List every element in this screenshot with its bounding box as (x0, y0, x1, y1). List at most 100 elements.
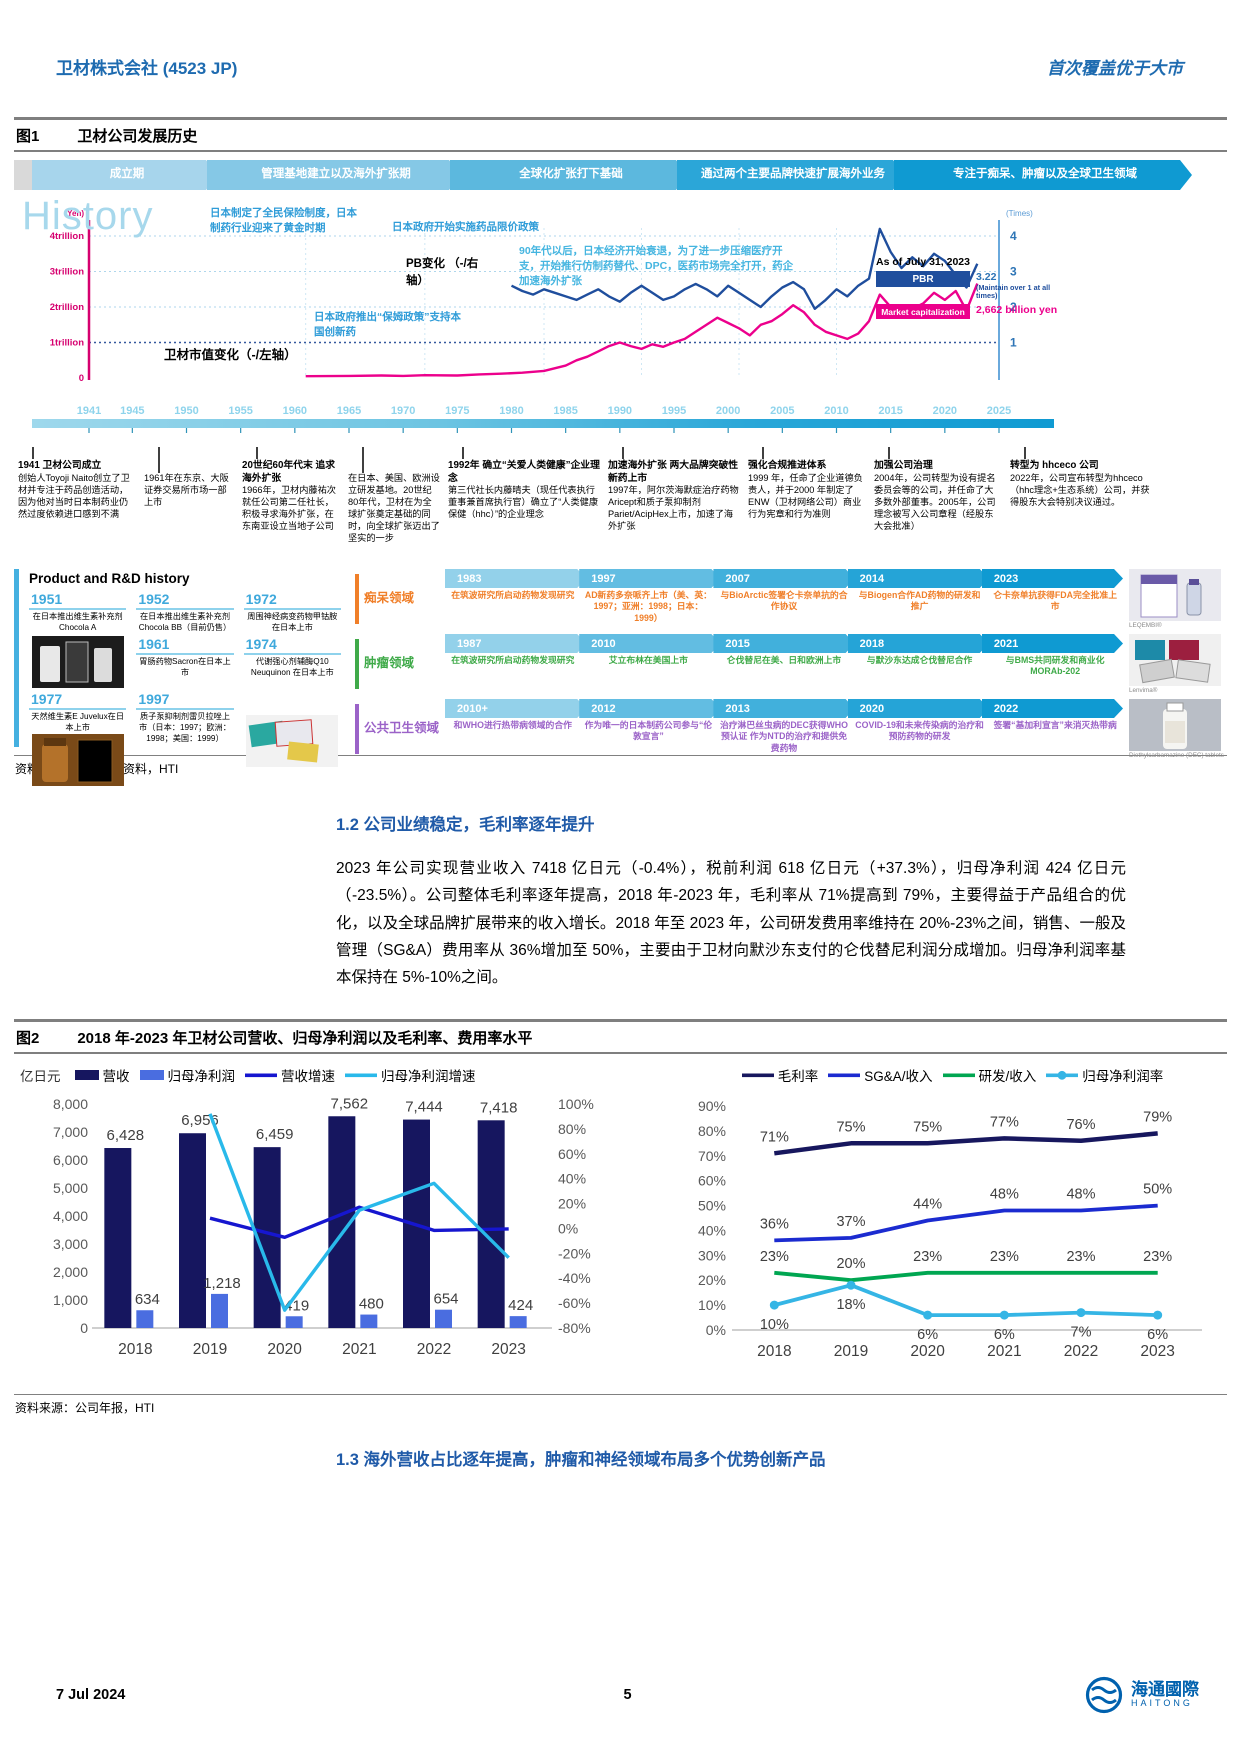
area-year-2010: 2010 (579, 634, 720, 653)
chart-text: 2 (1010, 300, 1017, 314)
area-year-2021: 2021 (982, 634, 1123, 653)
milestone-body: 1997年，阿尔茨海默症治疗药物Aricept和质子泵抑制剂Pariet/Aci… (608, 485, 739, 532)
ratio-line-0 (774, 1131, 1158, 1156)
chart-text: 79% (1143, 1110, 1172, 1126)
legend-swatch (74, 1070, 99, 1081)
chart-text: 0% (706, 1322, 726, 1338)
product-image-pariet-boxes (246, 714, 339, 767)
annotation-nineties: 90年代以后，日本经济开始衰退，为了进一步压缩医疗开支，开始推行仿制药替代、DP… (519, 245, 794, 288)
milestone-connector (1024, 447, 1026, 459)
milestone-4: 1992年 确立“关爱人类健康”企业理念 第三代社长内藤晴夫（现任代表执行董事兼首… (448, 447, 600, 563)
milestone-connector (622, 447, 624, 459)
chart-text: 3 (1010, 265, 1017, 279)
milestone-8: 转型为 hhceco 公司 2022年，公司宣布转型为hhceco（hhc理念+生… (1010, 447, 1150, 563)
chart-text: 1955 (228, 405, 252, 417)
area-row-0: 痴呆领域 1983 1997 2007 2014 2023 在筑波研究所启动药物发现研究 AD… (355, 569, 1227, 629)
chart-text: 30% (698, 1248, 726, 1264)
area-row-2: 公共卫生领域 2010+ 2012 2013 2020 2022 和WHO进行热带病领域的合… (355, 699, 1227, 759)
page-header: 卫材株式会社 (4523 JP) 首次覆盖优于大市 (0, 0, 1241, 79)
area-event-text: 签署“基加利宣言”来消灭热带病 (993, 720, 1117, 730)
chart-text: 2025 (987, 405, 1011, 417)
milestone-title: 加强公司治理 (874, 460, 933, 471)
legend-item: 归母净利润增速 (345, 1065, 476, 1085)
annotation-mcap-label: 卫材市值变化（-/左轴） (164, 348, 297, 362)
annotation-pricecap: 日本政府开始实施药品限价政策 (392, 221, 539, 233)
marker (846, 1281, 856, 1291)
pbr-value-number: 3.22 (976, 271, 997, 283)
chart-text: 7,000 (53, 1124, 88, 1140)
chart-text: -20% (558, 1246, 591, 1262)
chart-text: 0% (558, 1221, 578, 1237)
marker (999, 1310, 1009, 1320)
milestone-3: 在日本、美国、欧洲设立研发基地。20世纪80年代，卫材在为全球扩张奠定基础的同时… (348, 447, 440, 563)
section-1-2-paragraph: 2023 年公司实现营业收入 7418 亿日元（-0.4%），税前利润 618 … (336, 860, 1126, 987)
haitong-logo: 海通國際 HAITONG (899, 1676, 1199, 1714)
milestone-connector (762, 447, 764, 459)
chart-text: 2015 (878, 405, 902, 417)
margin-ratio-line-chart: 0% 10% 20% 30% 40% 50% 60% 70% 80% 90% 2018 2019 202… (698, 1098, 1202, 1360)
pbr-value: 3.22 (Maintain over 1 at all times) (976, 271, 1066, 301)
product-entry-1961: 1961 胃肠药物Sacron在日本上市 (136, 636, 234, 688)
pbr-chip: PBR (876, 271, 970, 287)
chart-text: 4 (1010, 229, 1017, 243)
chart-text: 0 (80, 1320, 88, 1336)
rating-label: 首次覆盖优于大市 (1047, 59, 1183, 78)
chart-text: 2020 (910, 1343, 945, 1360)
chart-text: 2018 (118, 1341, 152, 1358)
area-color-bar (355, 639, 359, 689)
history-chart: (Yen) 4trillion 3trillion 2trillion 1trillio… (50, 209, 1033, 384)
milestone-body: 第三代社长内藤晴夫（现任代表执行董事兼首席执行官）确立了“人类健康保健（hhc）… (448, 485, 599, 520)
chart-text: 80% (558, 1121, 586, 1137)
therapy-areas: 痴呆领域 1983 1997 2007 2014 2023 在筑波研究所启动药物发现研究 AD… (341, 569, 1227, 759)
chart-text: 2019 (834, 1343, 868, 1360)
legend-item-label: SG&A/收入 (864, 1069, 933, 1085)
chart-text: 7,562 (331, 1096, 369, 1113)
chart-text: 23% (1143, 1249, 1172, 1265)
chart-text: 20% (698, 1273, 726, 1289)
chart-text: 2021 (987, 1343, 1021, 1360)
area-year-1983: 1983 (445, 569, 586, 588)
chart-text: 424 (508, 1297, 533, 1314)
revenue-bar-2018 (104, 1148, 132, 1329)
chart-text: 23% (760, 1249, 789, 1265)
chart-text: 0 (79, 373, 84, 384)
legend-swatch (245, 1073, 277, 1078)
milestone-body: 1999 年，任命了企业道德负责人，并于2000 年制定了 ENW（卫材网络公司… (748, 472, 863, 519)
ratio-line-2 (774, 1271, 1158, 1283)
chart-text: 6% (994, 1327, 1015, 1343)
stage-3: 通过两个主要品牌快速扩展海外业务 (677, 160, 905, 190)
chart-text: 6,000 (53, 1152, 88, 1168)
chart-text: 6,428 (107, 1127, 145, 1144)
product-image-lenvima (1129, 634, 1221, 686)
chart-text: -60% (558, 1295, 591, 1311)
chart-text: 2000 (716, 405, 740, 417)
milestone-body: 1966年，卫材内藤祐次就任公司第二任社长，积极寻求海外扩张，在东南亚设立当地子… (242, 485, 336, 532)
chart-text: 44% (913, 1197, 942, 1213)
area-product: LEQEMBI® (1129, 569, 1227, 629)
ratio-line-3 (773, 1283, 1158, 1318)
legend-item: SG&A/收入 (828, 1065, 933, 1085)
area-event-text: 仑卡奈单抗获得FDA完全批准上市 (993, 590, 1117, 612)
fig2-left-unit: 亿日元 (20, 1069, 61, 1085)
product-text: 在日本推出维生素补充剂 Chocola A (32, 612, 123, 632)
profit-bar-2023 (509, 1316, 527, 1329)
stage-1: 管理基地建立以及海外扩张期 (207, 160, 461, 190)
area-year-band: 1987 2010 2015 2018 2021 (445, 634, 1123, 653)
chart-text: 2022 (1064, 1343, 1098, 1360)
fig2-titlebar: 图2 2018 年-2023 年卫材公司营收、归母净利润以及毛利率、费用率水平 (14, 1022, 1227, 1055)
legend-mcap-row: Market capitalization 2,662 billion yen (876, 304, 1066, 320)
area-event-text: 仑伐替尼在美、日和欧洲上市 (726, 655, 842, 665)
chart-text: 20% (558, 1196, 586, 1212)
footer-page-number: 5 (623, 1687, 632, 1703)
chart-text: (Times) (1006, 209, 1033, 218)
area-event-text: 在筑波研究所启动药物发现研究 (451, 655, 575, 665)
fig2-toprule (14, 1019, 1227, 1023)
chart-text: 48% (1066, 1187, 1095, 1203)
chart-text: 1985 (553, 405, 577, 417)
chart-text: 2018 (757, 1343, 791, 1360)
fig2-label: 图2 (16, 1030, 40, 1048)
chart-text: -80% (558, 1320, 591, 1336)
chart-text: 7,444 (405, 1099, 443, 1116)
chart-text: 18% (836, 1298, 865, 1314)
legend-item-label: 营收增速 (281, 1069, 335, 1085)
